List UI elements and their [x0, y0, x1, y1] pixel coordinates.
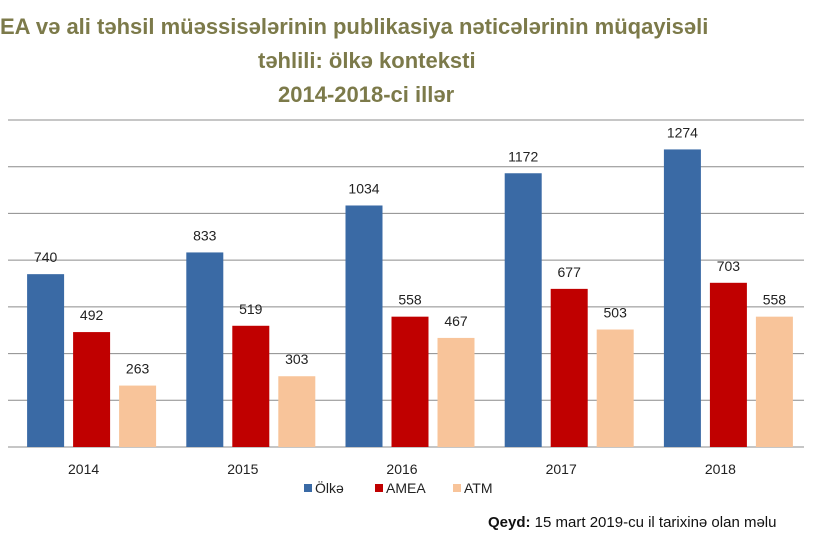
footnote-text: 15 mart 2019-cu il tarixinə olan məlu — [530, 514, 777, 531]
bar — [550, 288, 588, 447]
data-label: 1034 — [348, 180, 379, 196]
bar — [73, 332, 111, 447]
footnote: Qeyd: 15 mart 2019-cu il tarixinə olan m… — [488, 514, 776, 531]
bar — [345, 205, 383, 447]
legend-swatch — [304, 484, 312, 492]
bar — [186, 252, 224, 447]
legend-label: AMEA — [386, 480, 426, 496]
x-tick-label: 2016 — [386, 461, 417, 477]
data-label: 467 — [444, 313, 468, 329]
data-label: 740 — [34, 249, 58, 265]
data-label: 303 — [285, 351, 309, 367]
data-label: 703 — [717, 258, 741, 274]
data-label: 519 — [239, 301, 263, 317]
data-label: 677 — [558, 264, 582, 280]
bar — [27, 274, 65, 447]
bar — [504, 173, 542, 448]
chart-title: EA və ali təhsil müəssisələrinin publika… — [0, 0, 824, 120]
bar — [663, 149, 701, 447]
bar — [391, 316, 429, 447]
data-label: 492 — [80, 307, 104, 323]
data-label: 833 — [193, 227, 217, 243]
legend-swatch — [375, 484, 383, 492]
x-tick-label: 2015 — [227, 461, 258, 477]
x-tick-label: 2017 — [546, 461, 577, 477]
x-tick-label: 2018 — [705, 461, 736, 477]
footnote-label: Qeyd: — [488, 514, 531, 531]
legend-label: Ölkə — [315, 479, 344, 496]
bar — [437, 337, 475, 447]
bar — [232, 325, 270, 447]
x-tick-label: 2014 — [68, 461, 99, 477]
bar — [119, 385, 157, 447]
legend-label: ATM — [464, 480, 493, 496]
data-label: 1172 — [508, 148, 538, 164]
bar — [755, 316, 793, 447]
title-line-1: EA və ali təhsil müəssisələrinin publika… — [0, 14, 709, 39]
title-line-2: təhlili: ölkə konteksti — [258, 48, 476, 73]
data-label: 263 — [126, 361, 150, 377]
bar — [596, 329, 634, 447]
data-label: 1274 — [667, 124, 698, 140]
bar — [709, 282, 747, 447]
title-line-3: 2014-2018-ci illər — [278, 82, 455, 107]
data-label: 503 — [604, 305, 628, 321]
bar — [278, 376, 316, 447]
data-label: 558 — [763, 292, 787, 308]
legend-swatch — [453, 484, 461, 492]
data-label: 558 — [398, 292, 422, 308]
